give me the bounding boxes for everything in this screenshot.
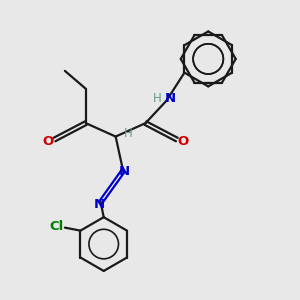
Text: O: O (177, 134, 188, 148)
Text: H: H (124, 127, 133, 140)
Text: N: N (119, 165, 130, 178)
Text: Cl: Cl (50, 220, 64, 232)
Text: N: N (165, 92, 176, 105)
Text: H: H (153, 92, 162, 105)
Text: O: O (43, 134, 54, 148)
Text: N: N (94, 198, 105, 211)
